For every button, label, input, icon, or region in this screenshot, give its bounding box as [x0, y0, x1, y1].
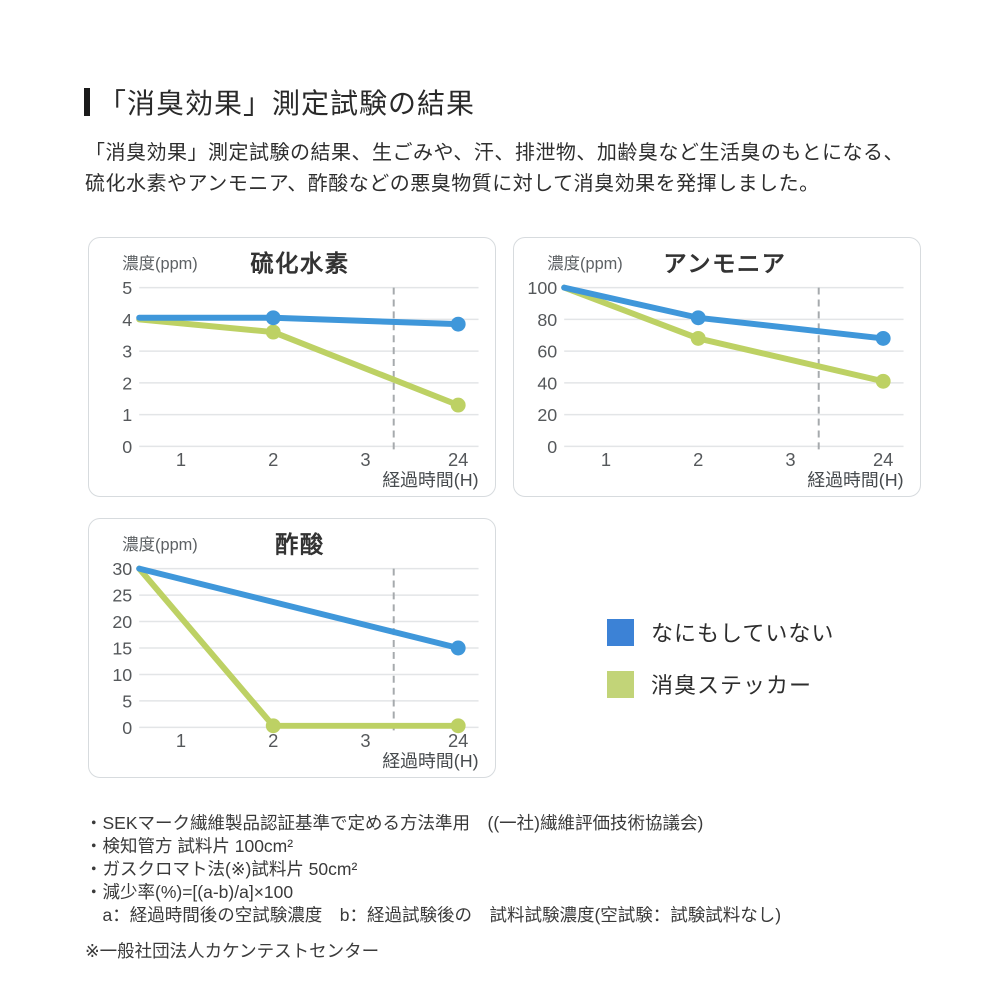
svg-text:24: 24	[873, 449, 893, 470]
svg-text:60: 60	[537, 342, 557, 362]
svg-text:80: 80	[537, 310, 557, 330]
page-description: 「消臭効果」測定試験の結果、生ごみや、汗、排泄物、加齢臭など生活臭のもとになる、…	[85, 138, 904, 200]
heading-accent-bar	[84, 88, 90, 116]
svg-text:30: 30	[112, 559, 132, 579]
svg-text:5: 5	[122, 278, 132, 298]
svg-text:1: 1	[176, 449, 186, 470]
svg-text:5: 5	[122, 691, 132, 711]
svg-text:酢酸: 酢酸	[275, 531, 325, 558]
svg-text:3: 3	[785, 449, 795, 470]
svg-text:0: 0	[547, 437, 557, 457]
svg-text:100: 100	[527, 278, 557, 298]
footnotes: ・SEKマーク繊維製品認証基準で定める方法準用 ((一社)繊維評価技術協議会) …	[85, 812, 781, 927]
svg-text:濃度(ppm): 濃度(ppm)	[547, 255, 622, 273]
svg-text:1: 1	[122, 405, 132, 425]
svg-text:経過時間(H): 経過時間(H)	[807, 470, 903, 490]
svg-text:2: 2	[268, 730, 278, 751]
svg-text:経過時間(H): 経過時間(H)	[382, 751, 478, 771]
page-title: 「消臭効果」測定試験の結果	[98, 88, 476, 119]
certifier-note: ※一般社団法人カケンテストセンター	[85, 941, 380, 961]
chart-legend: なにもしていない 消臭ステッカー	[607, 616, 834, 700]
svg-text:4: 4	[122, 310, 132, 330]
footnote-line: a：経過時間後の空試験濃度 b：経過試験後の 試料試験濃度(空試験：試験試料なし…	[85, 905, 782, 925]
svg-text:硫化水素: 硫化水素	[250, 250, 349, 277]
description-line-1: 「消臭効果」測定試験の結果、生ごみや、汗、排泄物、加齢臭など生活臭のもとになる、	[85, 142, 904, 164]
svg-text:3: 3	[360, 730, 370, 751]
svg-text:25: 25	[112, 586, 132, 606]
svg-text:10: 10	[112, 665, 132, 685]
svg-text:2: 2	[693, 449, 703, 470]
page-heading: 「消臭効果」測定試験の結果	[84, 82, 475, 122]
footnote-line: ・検知管方 試料片 100cm²	[85, 836, 294, 856]
svg-text:3: 3	[360, 449, 370, 470]
footnote-line: ・SEKマーク繊維製品認証基準で定める方法準用 ((一社)繊維評価技術協議会)	[85, 813, 704, 833]
svg-text:0: 0	[122, 718, 132, 738]
svg-text:0: 0	[122, 437, 132, 457]
legend-swatch-deodorant-sticker	[607, 670, 634, 698]
svg-text:2: 2	[122, 373, 132, 393]
legend-label-deodorant-sticker: 消臭ステッカー	[651, 673, 813, 698]
svg-text:24: 24	[448, 449, 468, 470]
svg-text:濃度(ppm): 濃度(ppm)	[122, 255, 197, 273]
svg-text:40: 40	[537, 373, 557, 393]
svg-text:アンモニア: アンモニア	[663, 251, 786, 277]
svg-text:経過時間(H): 経過時間(H)	[382, 470, 478, 490]
legend-item-deodorant-sticker: 消臭ステッカー	[607, 668, 834, 700]
svg-text:20: 20	[112, 612, 132, 632]
svg-text:3: 3	[122, 342, 132, 362]
legend-label-untreated: なにもしていない	[651, 621, 835, 646]
svg-text:24: 24	[448, 730, 468, 751]
footnote-line: ・減少率(%)=[(a-b)/a]×100	[85, 882, 294, 902]
chart-panel-hydrogen-sulfide: 0 1 2 3 4 5 1 2 3 24 濃度(ppm) 硫化水素経過時間(H)	[88, 237, 496, 497]
legend-item-untreated: なにもしていない	[607, 616, 834, 648]
svg-text:1: 1	[601, 449, 611, 470]
chart-panel-ammonia: 0 20 40 60 80 100 1 2 3 24 濃度(ppm) アンモニア経過時間(H)	[513, 237, 921, 497]
legend-swatch-untreated	[607, 618, 634, 646]
svg-text:20: 20	[537, 405, 557, 425]
svg-text:15: 15	[112, 638, 132, 658]
svg-text:1: 1	[176, 730, 186, 751]
svg-text:濃度(ppm): 濃度(ppm)	[122, 536, 197, 554]
description-line-2: 硫化水素やアンモニア、酢酸などの悪臭物質に対して消臭効果を発揮しました。	[85, 173, 820, 195]
svg-text:2: 2	[268, 449, 278, 470]
footnote-line: ・ガスクロマト法(※)試料片 50cm²	[85, 859, 358, 879]
chart-panel-acetic-acid: 0 5 10 15 20 25 30 1 2 3 24 濃度(ppm) 酢酸経過時間(H)	[88, 518, 496, 778]
